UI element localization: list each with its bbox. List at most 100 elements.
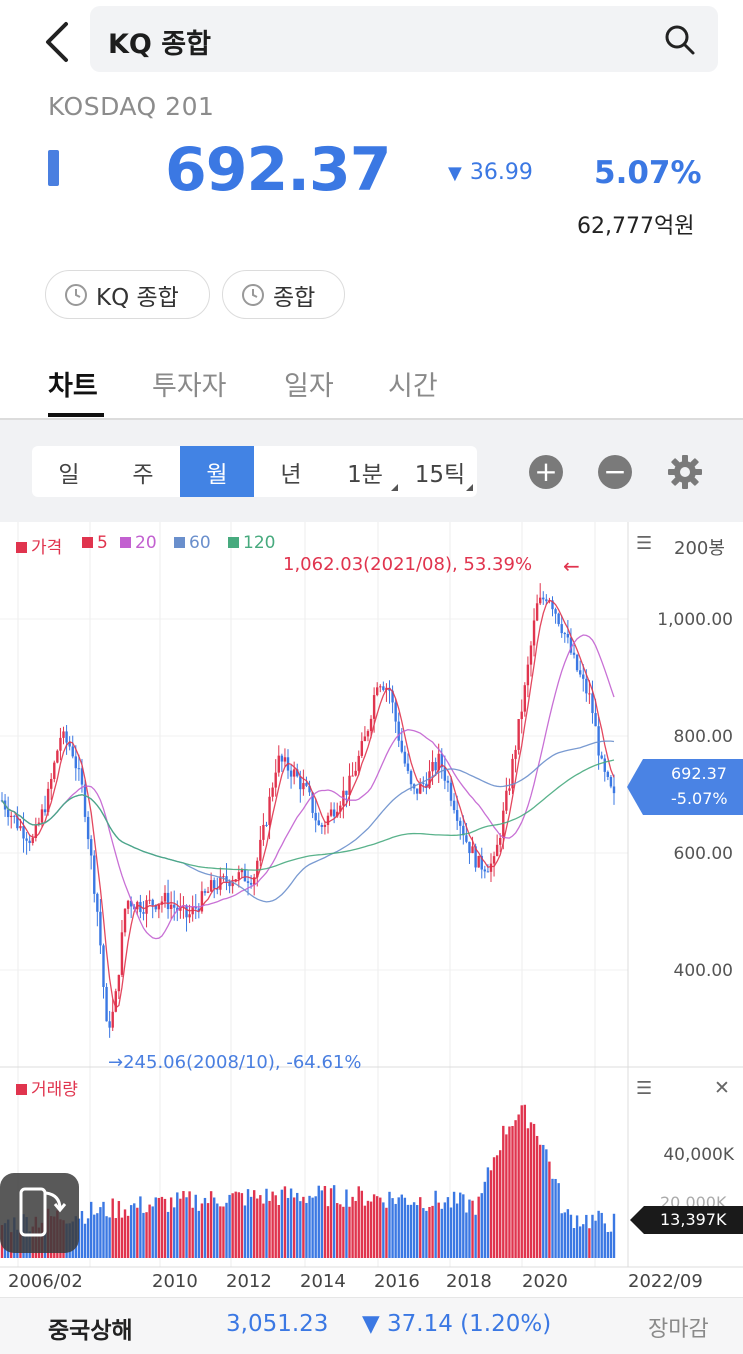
period-month[interactable]: 월 xyxy=(180,446,254,497)
candle-body xyxy=(142,912,145,914)
volume-bar xyxy=(495,1155,499,1258)
y-axis-label: 800.00 xyxy=(674,727,733,747)
candle-body xyxy=(317,820,320,826)
candle-body xyxy=(600,755,603,759)
dropdown-corner-icon xyxy=(391,484,398,491)
rotate-screen-button[interactable] xyxy=(0,1173,79,1253)
search-query[interactable]: KQ 종합 xyxy=(108,29,211,60)
candle-body xyxy=(477,855,480,868)
tab-time[interactable]: 시간 xyxy=(388,371,438,402)
candle-body xyxy=(409,770,413,785)
candle-body xyxy=(169,904,173,910)
volume-bar xyxy=(502,1125,505,1258)
market-ticker-footer[interactable]: 중국상해 3,051.23 ▼ 37.14 (1.20%) 장마감 xyxy=(0,1297,743,1354)
candle-body xyxy=(351,775,354,777)
volume-bar xyxy=(142,1212,145,1258)
ma5-line xyxy=(1,599,615,1009)
candle-body xyxy=(148,899,151,901)
candle-body xyxy=(332,809,336,817)
volume-bar xyxy=(406,1204,410,1258)
candle-body xyxy=(262,824,265,840)
candle-count-label[interactable]: 200봉 xyxy=(674,538,725,559)
volume-bar xyxy=(409,1204,413,1258)
period-week[interactable]: 주 xyxy=(132,461,154,488)
volume-bar xyxy=(249,1196,253,1258)
volume-bar xyxy=(551,1178,554,1258)
period-1min[interactable]: 1분 xyxy=(328,446,402,497)
volume-bar xyxy=(492,1157,496,1258)
candle-body xyxy=(268,796,271,825)
volume-menu-icon[interactable]: ☰ xyxy=(636,1078,653,1099)
price-volume-chart[interactable]: ← 1,000.00 800.00 600.00 400.00 40,000K 2006/0… xyxy=(0,522,743,1297)
zoom-out-icon[interactable]: − xyxy=(598,455,632,489)
tab-investor[interactable]: 투자자 xyxy=(152,371,227,402)
volume-bar xyxy=(99,1207,102,1258)
volume-bar xyxy=(252,1190,256,1258)
candle-body xyxy=(246,881,250,883)
volume-bar xyxy=(523,1104,527,1258)
close-icon[interactable]: ✕ xyxy=(714,1077,730,1099)
period-day[interactable]: 일 xyxy=(58,461,80,488)
legend-label: 20 xyxy=(135,533,157,553)
candle-body xyxy=(296,769,299,777)
candle-body xyxy=(459,820,462,826)
volume-bar xyxy=(557,1183,560,1258)
volume-bar xyxy=(280,1189,284,1258)
volume-bar xyxy=(360,1190,364,1258)
chart-menu-icon[interactable]: ☰ xyxy=(636,533,653,554)
volume-bar xyxy=(292,1197,296,1258)
tab-daily[interactable]: 일자 xyxy=(284,371,334,402)
volume-bar xyxy=(176,1192,179,1258)
candle-body xyxy=(437,753,440,771)
candle-body xyxy=(588,693,591,695)
tab-chart[interactable]: 차트 xyxy=(48,371,98,402)
candle-body xyxy=(283,757,287,762)
legend-swatch xyxy=(174,537,185,548)
candle-body xyxy=(523,685,527,712)
volume-bar xyxy=(477,1196,480,1258)
candle-body xyxy=(480,855,483,870)
clock-icon xyxy=(242,283,264,306)
search-icon[interactable] xyxy=(664,24,696,56)
candle-body xyxy=(71,746,74,757)
candle-body xyxy=(394,702,397,722)
volume-bar xyxy=(326,1206,330,1258)
down-triangle-icon: ▼ xyxy=(448,163,462,184)
price-flag-marker xyxy=(48,150,59,186)
candle-body xyxy=(609,776,613,787)
search-bar[interactable]: KQ 종합 xyxy=(90,6,718,72)
candle-body xyxy=(434,762,437,771)
period-year[interactable]: 년 xyxy=(280,461,302,488)
candle-body xyxy=(108,1021,111,1028)
candle-body xyxy=(120,932,124,975)
chip-composite[interactable]: 종합 xyxy=(222,270,345,319)
legend-ma60: 60 xyxy=(174,533,211,553)
back-arrow-icon[interactable] xyxy=(40,20,76,64)
candle-body xyxy=(105,986,108,1022)
candle-body xyxy=(612,786,616,794)
volume-bar xyxy=(237,1192,241,1258)
candle-body xyxy=(43,809,47,813)
candle-body xyxy=(219,876,222,890)
zoom-in-icon[interactable]: + xyxy=(529,455,563,489)
candle-body xyxy=(83,784,87,817)
candle-body xyxy=(25,838,28,841)
candle-body xyxy=(111,1011,114,1028)
volume-bar xyxy=(182,1191,185,1258)
volume-bar xyxy=(268,1200,271,1258)
candle-body xyxy=(508,788,511,791)
gear-icon[interactable] xyxy=(667,454,703,490)
volume-bar xyxy=(296,1192,299,1258)
candle-body xyxy=(89,839,93,856)
candle-body xyxy=(520,711,523,720)
volume-bar xyxy=(542,1144,545,1258)
period-15tick[interactable]: 15틱 xyxy=(403,446,477,497)
candle-body xyxy=(185,905,188,918)
candle-body xyxy=(166,892,170,910)
candle-body xyxy=(397,721,400,741)
candle-body xyxy=(243,869,247,882)
candle-body xyxy=(569,637,573,653)
volume-bar xyxy=(108,1217,111,1258)
chip-kq-composite[interactable]: KQ 종합 xyxy=(45,270,210,319)
volume-bar xyxy=(286,1197,290,1258)
